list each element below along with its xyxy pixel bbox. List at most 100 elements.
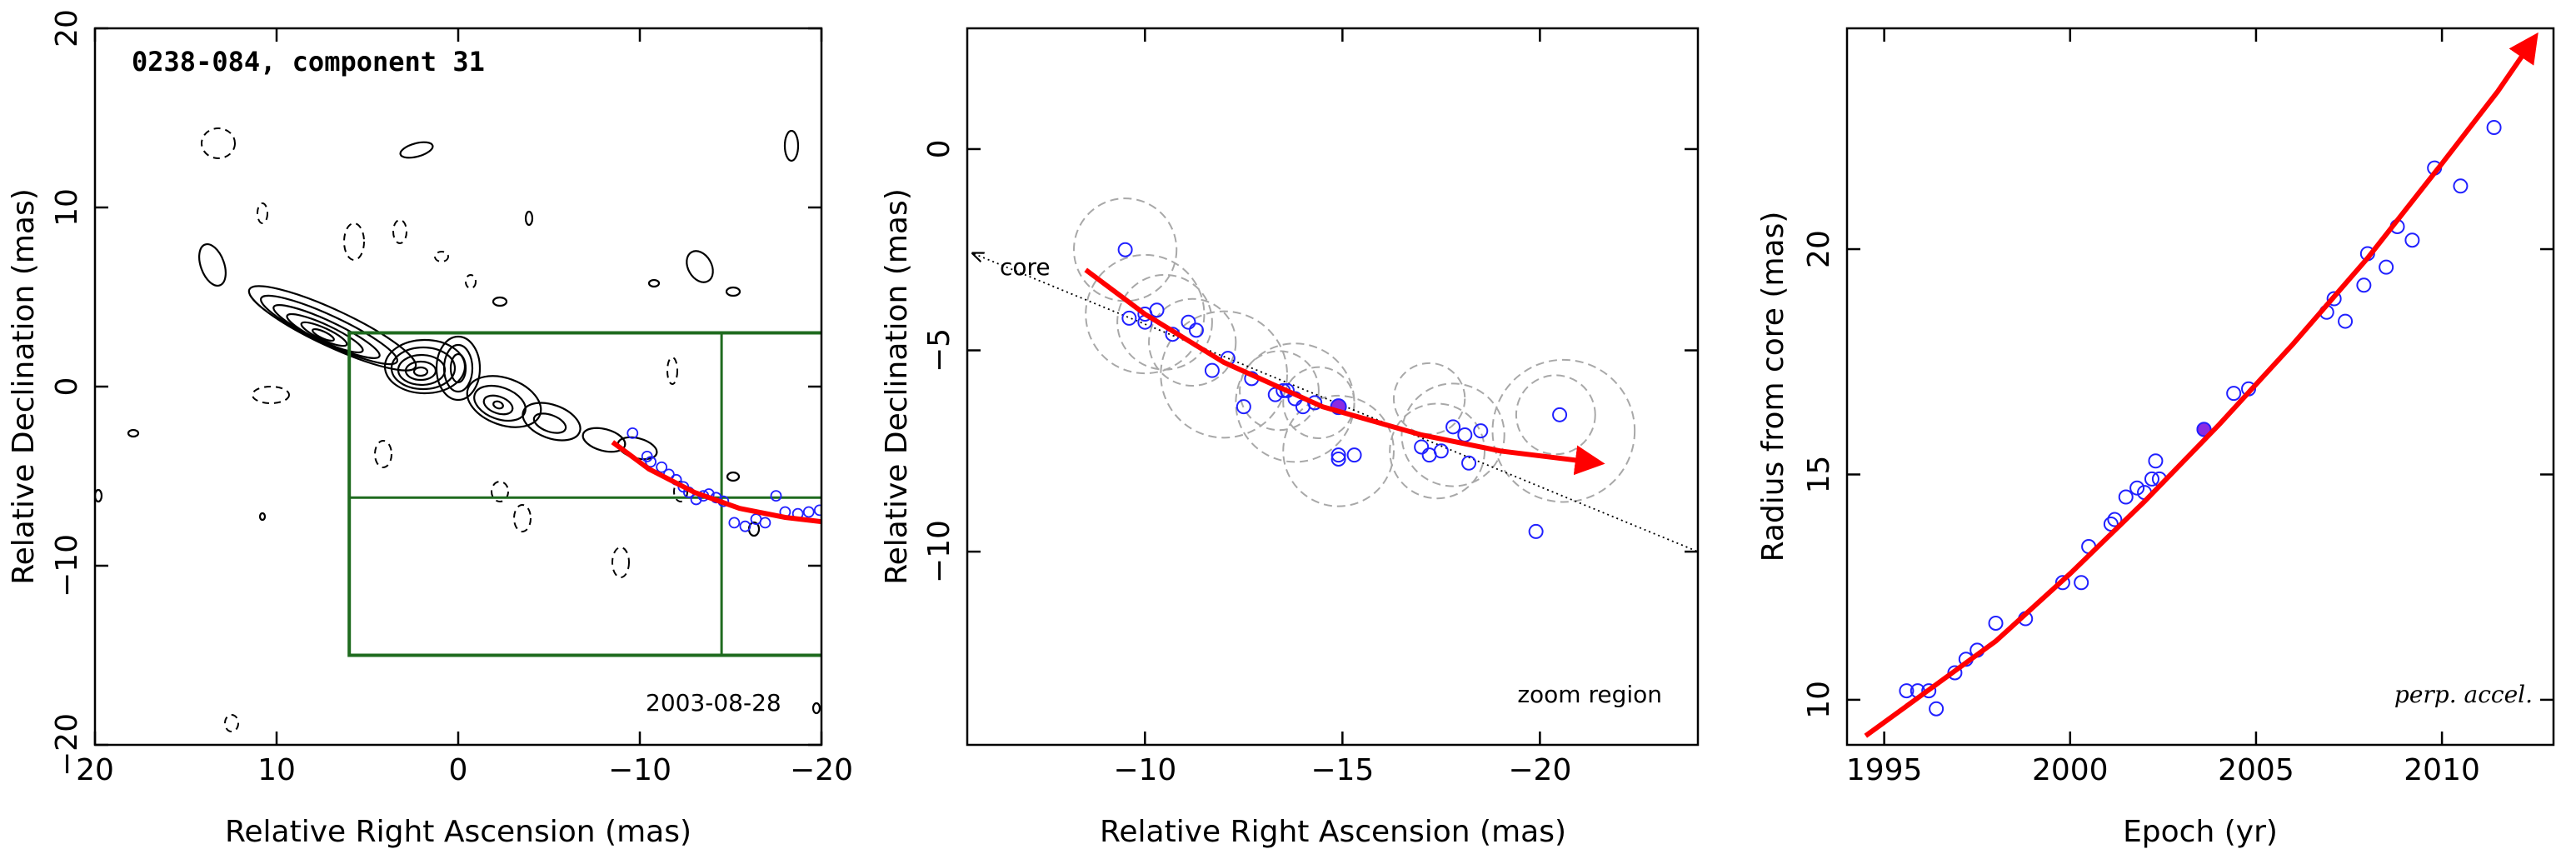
component-position-point	[1445, 419, 1461, 435]
contour	[466, 375, 542, 428]
contour	[449, 352, 467, 384]
position-error-circle	[1392, 362, 1466, 436]
position-error-circle	[1239, 350, 1320, 432]
zoom-core-label: core	[1000, 253, 1051, 281]
epoch-frame	[1845, 27, 2555, 747]
contour	[725, 286, 741, 297]
contour	[312, 327, 335, 342]
contour	[686, 250, 714, 283]
epoch-overlay	[1864, 32, 2539, 738]
contour	[412, 366, 429, 377]
map-contours	[95, 129, 821, 715]
contour	[473, 384, 527, 422]
contour	[247, 285, 417, 372]
position-error-circle	[1491, 358, 1636, 503]
y-tick-label: −10	[50, 534, 84, 597]
component-position-point	[1330, 451, 1346, 467]
radius-data-point	[1921, 683, 1937, 699]
contour	[482, 394, 514, 416]
contour	[582, 427, 627, 453]
component-position-point	[1433, 443, 1449, 459]
panel-zoom: −10 −15 −20 0 −5 −10 core zoom region Relativ…	[880, 27, 1700, 849]
radius-data-point	[2129, 480, 2145, 496]
component-position-point	[759, 517, 771, 529]
component-position-point	[1528, 523, 1544, 539]
radius-data-point	[1929, 701, 1944, 717]
epoch-annotation: perp. accel.	[2394, 681, 2533, 708]
x-tick-label: 10	[257, 753, 296, 787]
x-tick-label: 2000	[2032, 753, 2109, 787]
radius-data-point	[2226, 386, 2242, 402]
panel-map: 20 10 0 −10 −20 −20 −10 0 10 20 0238-084, compone…	[7, 9, 853, 849]
component-position-point	[1330, 447, 1346, 463]
zoom-box	[347, 331, 821, 657]
contour	[127, 428, 140, 438]
position-error-circle	[1148, 297, 1237, 387]
contour	[258, 512, 267, 522]
y-tick-label: 10	[1802, 681, 1836, 719]
contour-negative	[392, 219, 407, 244]
contour	[783, 129, 800, 162]
contour-negative	[224, 714, 239, 732]
contour-negative	[491, 481, 509, 502]
radius-data-point	[2148, 453, 2164, 469]
contour	[811, 702, 821, 715]
radius-data-point	[2404, 232, 2420, 248]
x-tick-label: −15	[1310, 753, 1374, 787]
radius-data-point	[2074, 575, 2089, 591]
component-position-point	[728, 517, 741, 529]
contour-negative	[201, 127, 236, 159]
component-position-point	[1236, 399, 1251, 415]
contour	[95, 488, 103, 503]
radius-data-point	[2338, 313, 2354, 329]
contour	[300, 321, 348, 347]
component-position-point	[1414, 439, 1430, 455]
y-tick-label: 10	[50, 188, 84, 227]
map-axes: 20 10 0 −10 −20 −20 −10 0 10 20	[50, 9, 853, 787]
component-position-point	[1204, 362, 1220, 378]
y-tick-label: −5	[922, 328, 956, 372]
x-tick-label: 0	[449, 753, 468, 787]
x-tick-label: −10	[608, 753, 671, 787]
current-epoch-point	[2196, 422, 2212, 437]
fit-curve	[1864, 32, 2539, 738]
contour	[442, 343, 474, 393]
contour	[390, 346, 457, 391]
y-tick-label: 20	[1802, 230, 1836, 268]
component-position-point	[739, 520, 751, 532]
contour	[524, 210, 534, 227]
map-frame	[93, 27, 823, 747]
component-position-point	[1473, 423, 1489, 439]
zoom-frame	[966, 27, 1700, 747]
map-title: 0238-084, component 31	[132, 46, 485, 77]
position-error-circle	[1072, 197, 1178, 302]
x-tick-label: 20	[76, 753, 114, 787]
component-position-point	[1188, 322, 1204, 338]
radius-data-point	[1988, 615, 2004, 631]
x-tick-label: 2010	[2404, 753, 2480, 787]
contour-negative	[666, 357, 678, 385]
y-tick-label: −10	[922, 520, 956, 583]
component-position-point	[1457, 427, 1473, 442]
position-error-circle	[1282, 366, 1355, 439]
zoom-xlabel: Relative Right Ascension (mas)	[1100, 815, 1566, 849]
contour	[435, 335, 482, 402]
radius-data-point	[2379, 259, 2394, 275]
position-error-circle	[1116, 273, 1213, 371]
zoom-axes: −10 −15 −20 0 −5 −10	[922, 28, 1698, 787]
contour	[286, 312, 364, 354]
contour-negative	[465, 274, 477, 289]
map-ylabel: Relative Declination (mas)	[7, 188, 41, 585]
radius-data-point	[2144, 471, 2159, 487]
contour-negative	[513, 504, 532, 532]
component-position-point	[1552, 407, 1568, 422]
contour-negative	[434, 251, 449, 262]
epoch-xlabel: Epoch (yr)	[2123, 815, 2278, 849]
radius-data-point	[2107, 512, 2123, 527]
component-position-point	[1461, 455, 1477, 471]
component-position-point	[1279, 382, 1295, 398]
contour-negative	[257, 202, 268, 224]
zoom-ylabel: Relative Declination (mas)	[880, 188, 914, 585]
map-overlay	[347, 331, 821, 657]
